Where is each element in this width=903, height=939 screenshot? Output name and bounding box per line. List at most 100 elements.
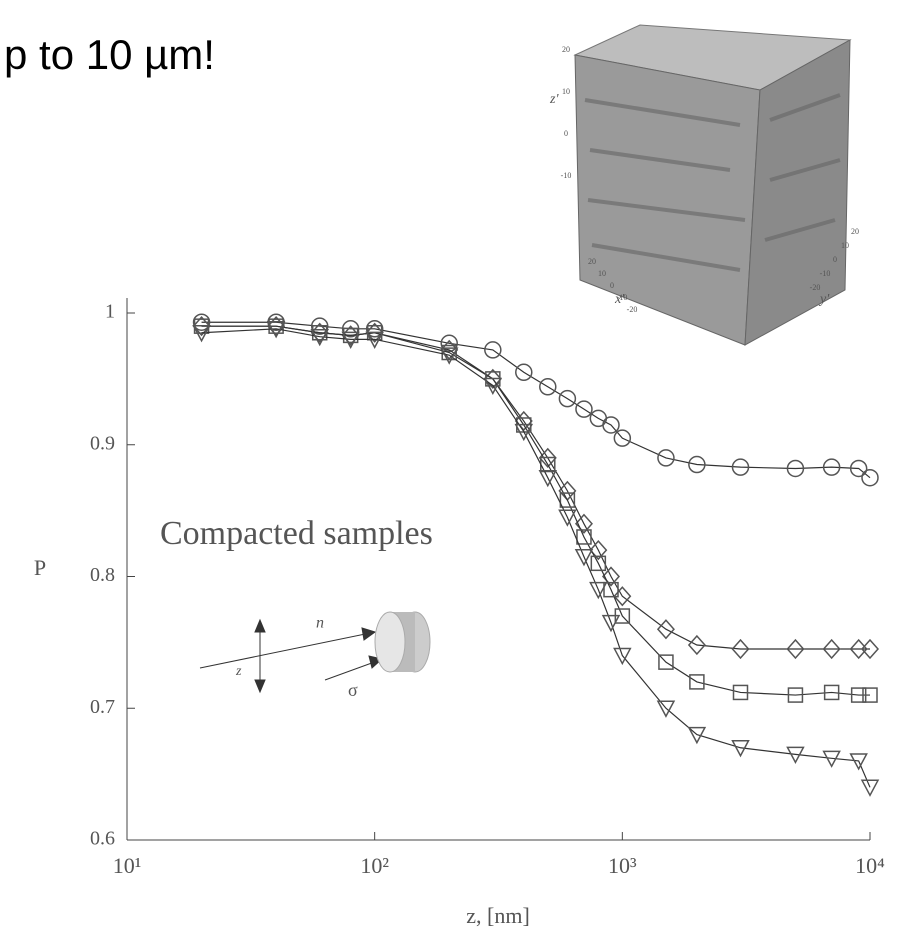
series-line [201,328,871,788]
marker [576,529,592,545]
inset-tick-label: 10 [841,241,849,250]
inset-tick-label: 20 [851,227,859,236]
heading: p to 10 µm! [4,31,215,78]
marker [539,378,557,396]
inset-tick-label: -10 [617,293,628,302]
marker [590,555,607,572]
marker [613,647,632,666]
marker [849,753,868,771]
marker [822,638,841,660]
marker [687,726,707,745]
marker [515,363,533,382]
marker [613,586,632,607]
inset-axis-label: y' [818,292,830,307]
inset-tick-label: 0 [610,281,614,290]
annotation: Compacted samples [160,515,433,552]
marker [558,389,577,408]
marker [559,492,576,508]
marker [823,684,840,701]
marker [365,331,384,349]
marker [656,700,676,718]
sample-diagram [199,611,431,694]
marker [860,779,880,797]
inset-tick-label: -20 [810,283,821,292]
marker [602,416,620,434]
marker [483,377,503,396]
y-tick-label: 0.7 [90,696,115,718]
marker [656,619,675,640]
marker [589,540,608,561]
marker [850,687,867,703]
marker [731,740,750,758]
marker [266,321,286,339]
marker [688,455,706,474]
marker [310,328,329,347]
inset-tick-label: 0 [833,255,837,264]
marker [786,746,805,764]
marker [601,566,621,587]
marker [365,320,384,338]
marker [787,687,804,703]
marker [574,548,594,567]
marker [603,581,619,598]
inset-axis-label: z' [549,92,559,107]
inset-tick-label: -10 [820,269,831,278]
diagram-label: z [235,664,242,679]
marker [310,317,329,335]
marker [268,318,284,334]
marker [589,581,608,600]
marker [731,458,750,476]
marker [192,316,211,337]
marker [658,654,674,670]
marker [786,638,805,660]
marker [822,458,841,476]
inset-tick-label: 20 [588,257,596,266]
inset-tick-label: 0 [564,129,568,138]
marker [484,341,502,359]
marker [538,469,558,488]
marker [514,423,534,442]
marker [849,459,868,478]
marker [613,429,632,447]
marker [786,459,805,478]
x-axis-label: z, [nm] [466,903,530,928]
marker [601,614,621,633]
inset-tick-label: -10 [561,171,572,180]
series-line [201,325,870,696]
marker [341,320,360,338]
marker [732,684,749,701]
marker [575,400,593,418]
cube-inset: z' x' y' [549,24,852,346]
marker [574,513,593,534]
marker [341,331,360,349]
marker [267,316,286,337]
marker [862,687,878,703]
y-tick-label: 0.6 [90,828,115,850]
marker [861,468,879,487]
marker [731,638,750,660]
marker [192,325,211,343]
inset-axis-label: x' [614,292,625,307]
y-tick-label: 0.9 [90,432,115,454]
diagram-label: σ [348,680,358,700]
marker [439,347,459,365]
series-line [201,325,870,650]
diagram-label: n [316,615,324,632]
y-axis-label: P [34,555,46,580]
inset-tick-label: -20 [627,305,638,314]
x-tick-label: 10¹ [113,853,142,878]
y-tick-label: 1 [105,301,115,323]
marker [441,344,457,361]
marker [689,674,705,690]
inset-tick-label: 10 [598,269,606,278]
marker [558,509,577,527]
marker [822,750,841,768]
x-tick-label: 10³ [608,853,637,878]
x-tick-label: 10² [360,853,389,878]
marker [657,449,675,467]
inset-tick-label: 10 [562,87,570,96]
x-tick-label: 10⁴ [855,853,885,878]
marker [860,638,880,660]
marker [192,313,211,331]
